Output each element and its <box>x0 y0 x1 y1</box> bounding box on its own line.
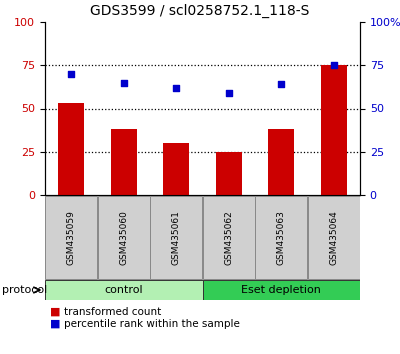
Text: transformed count: transformed count <box>64 307 161 317</box>
Bar <box>202 280 360 300</box>
Bar <box>45 196 97 279</box>
Bar <box>150 196 202 279</box>
Text: GSM435063: GSM435063 <box>277 210 286 265</box>
Text: GSM435060: GSM435060 <box>119 210 128 265</box>
Bar <box>321 65 347 195</box>
Bar <box>98 196 150 279</box>
Bar <box>111 129 137 195</box>
Text: GSM435062: GSM435062 <box>224 210 233 265</box>
Point <box>173 85 180 91</box>
Text: percentile rank within the sample: percentile rank within the sample <box>64 319 240 329</box>
Bar <box>268 129 294 195</box>
Bar <box>203 196 255 279</box>
Bar <box>45 280 202 300</box>
Point <box>226 90 232 96</box>
Text: GSM435059: GSM435059 <box>67 210 76 265</box>
Bar <box>216 152 242 195</box>
Text: GSM435064: GSM435064 <box>329 210 338 265</box>
Point <box>68 71 74 77</box>
Bar <box>255 196 307 279</box>
Point <box>120 80 127 85</box>
Bar <box>58 103 84 195</box>
Text: control: control <box>104 285 143 295</box>
Bar <box>163 143 189 195</box>
Text: ■: ■ <box>50 307 60 317</box>
Bar <box>308 196 360 279</box>
Text: GSM435061: GSM435061 <box>172 210 181 265</box>
Text: protocol: protocol <box>2 285 47 295</box>
Point <box>330 62 337 68</box>
Text: Eset depletion: Eset depletion <box>241 285 321 295</box>
Text: ■: ■ <box>50 319 60 329</box>
Point <box>278 81 284 87</box>
Text: GDS3599 / scl0258752.1_118-S: GDS3599 / scl0258752.1_118-S <box>90 4 310 18</box>
